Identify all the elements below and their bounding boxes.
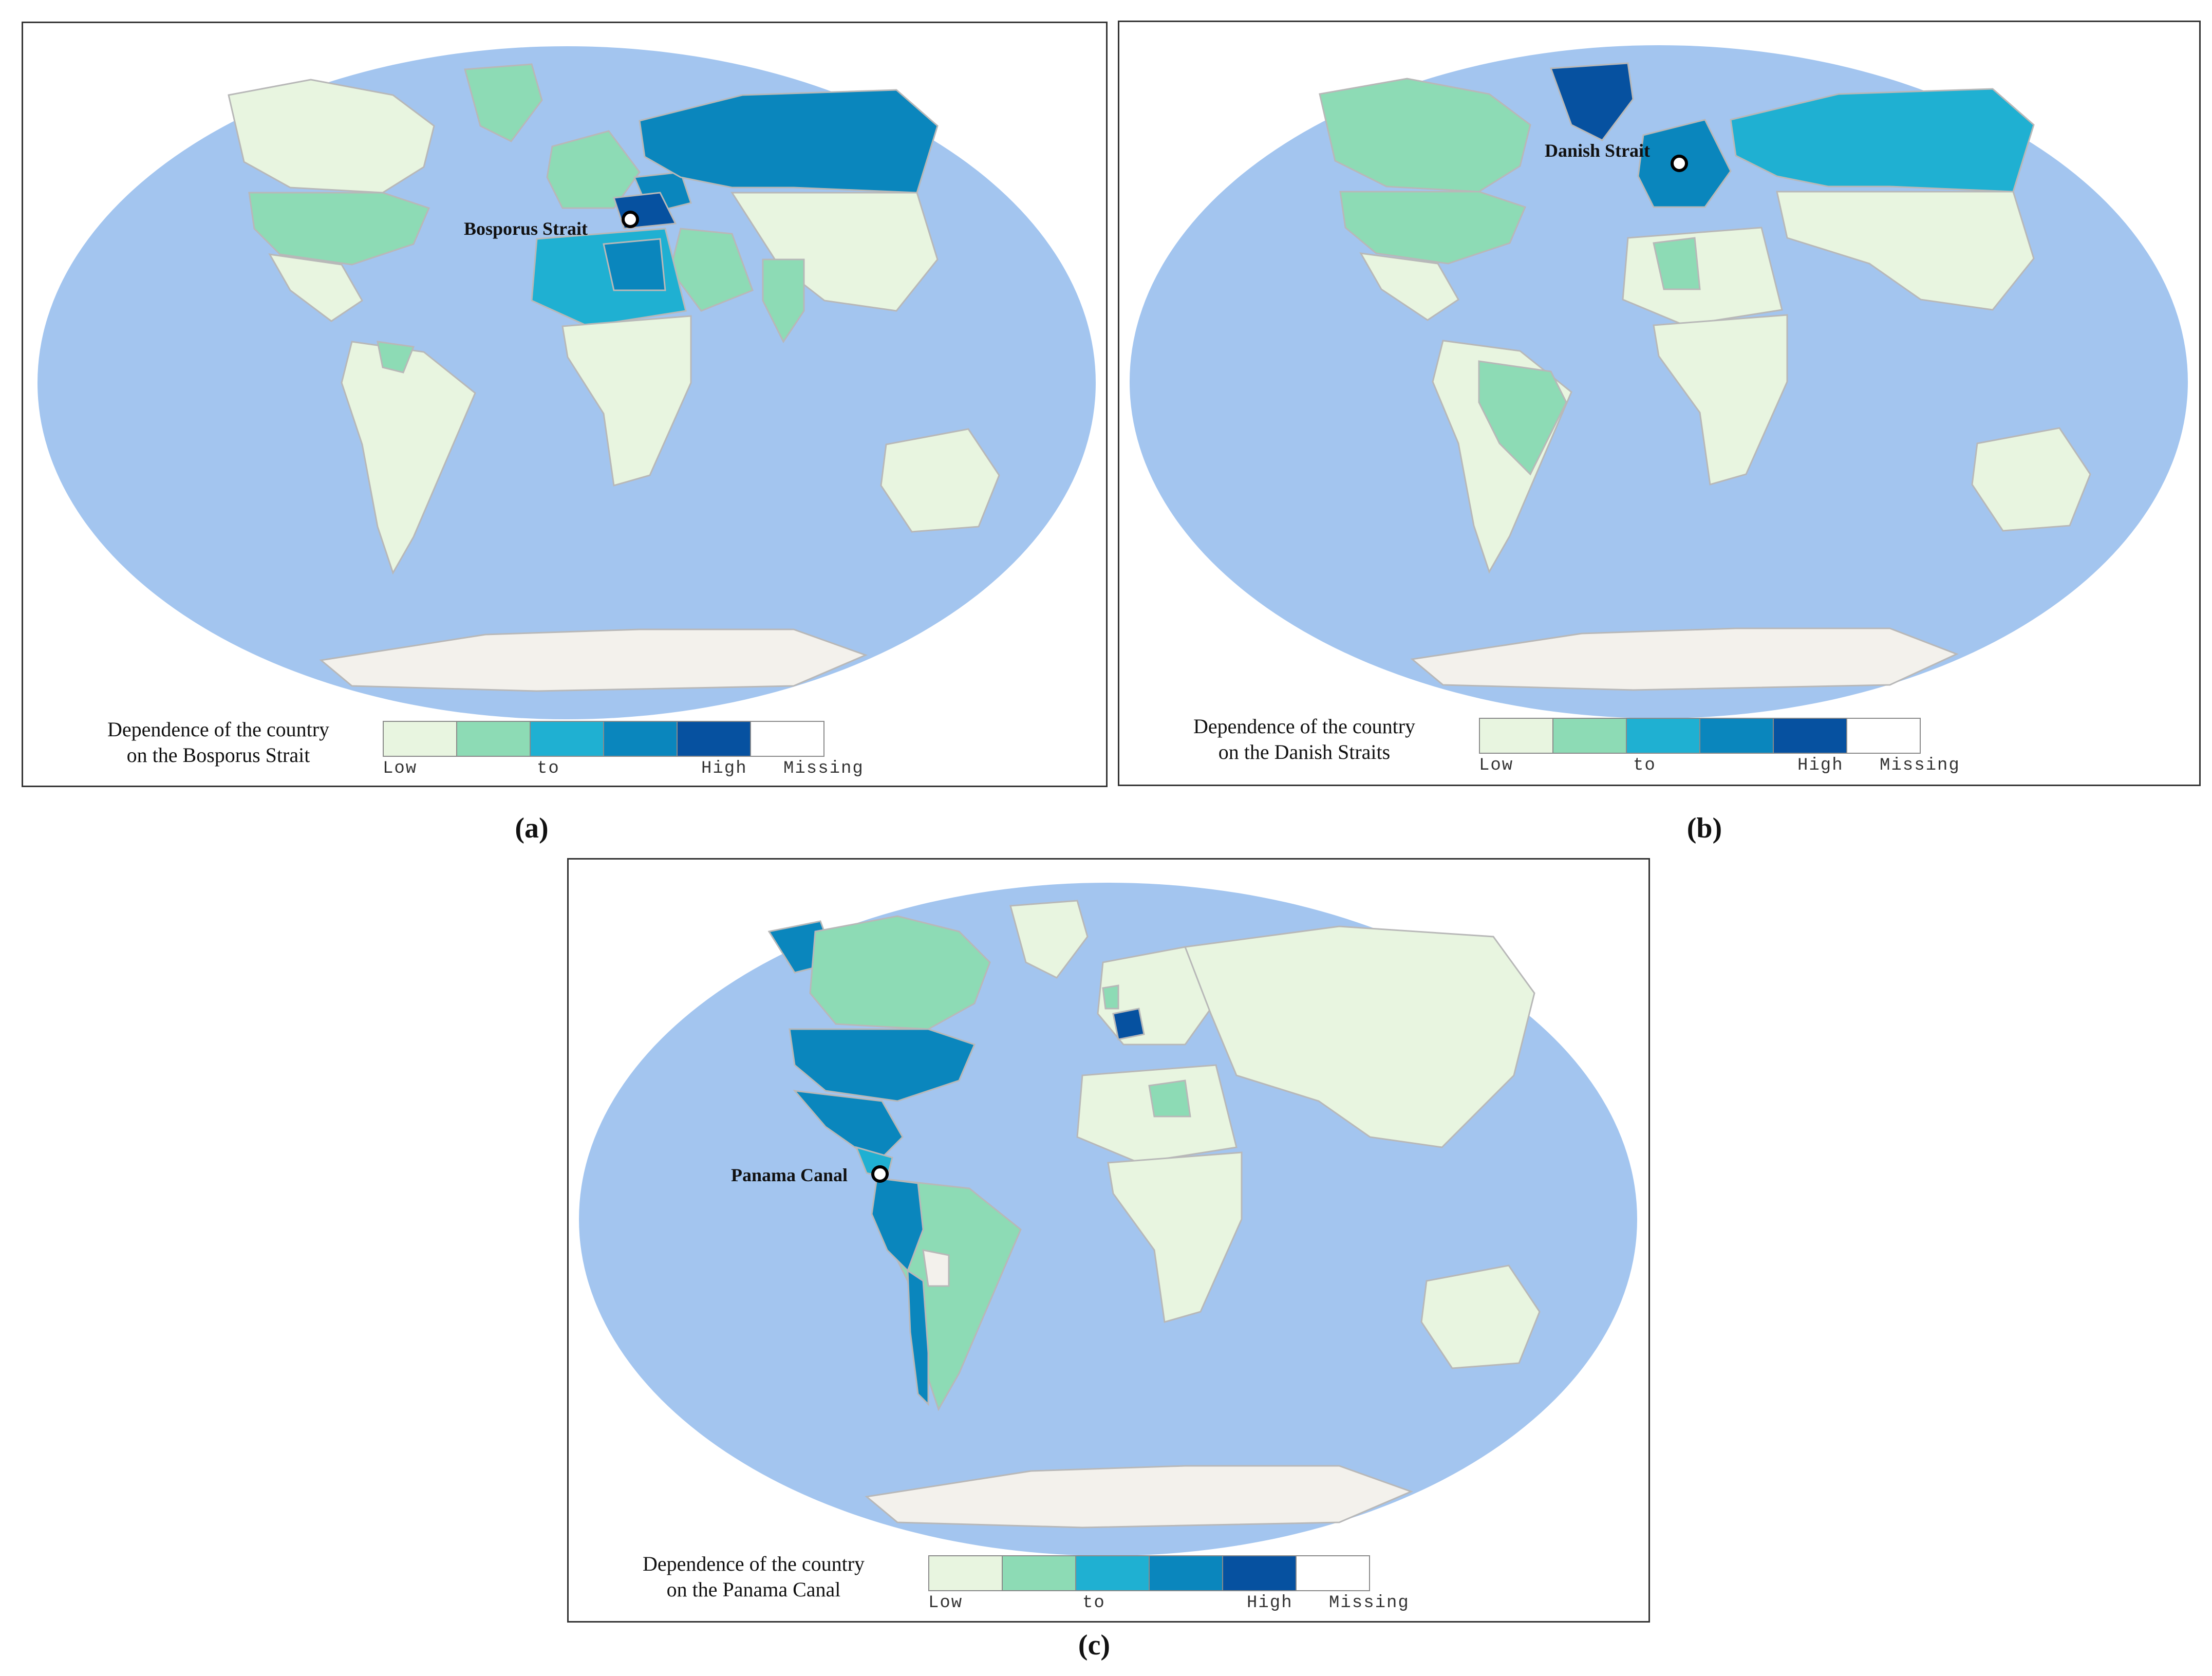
- legend-title: Dependence of the country on the Danish …: [1171, 714, 1438, 765]
- legend-swatch-4: [1150, 1556, 1223, 1590]
- legend-swatch-1: [929, 1556, 1003, 1590]
- legend-swatch-3: [1076, 1556, 1150, 1590]
- country-brazil: [1478, 360, 1567, 476]
- antarctica: [1410, 627, 1959, 691]
- legend-low-label: Low: [1479, 756, 1514, 775]
- country-chile: [907, 1269, 929, 1406]
- legend-missing-label: Missing: [783, 759, 864, 778]
- country-venezuela: [377, 341, 415, 374]
- legend-swatch-4: [1700, 719, 1774, 753]
- legend-missing-label: Missing: [1329, 1593, 1410, 1613]
- country-australia: [880, 428, 1000, 533]
- country-france: [1112, 1008, 1145, 1040]
- legend-title-line2: on the Danish Straits: [1218, 740, 1391, 763]
- legend-swatch-3: [531, 722, 604, 756]
- country-usa: [248, 192, 430, 266]
- legend-swatch-2: [457, 722, 531, 756]
- legend-title: Dependence of the country on the Bosporu…: [85, 717, 352, 768]
- country-india: [762, 258, 805, 343]
- caption-c: (c): [1078, 1629, 1111, 1661]
- legend-high-label: High: [1797, 756, 1844, 775]
- country-libya: [1148, 1079, 1191, 1118]
- location-label: Danish Strait: [1545, 140, 1650, 161]
- legend-swatch-4: [604, 722, 678, 756]
- legend-swatch-missing: [1297, 1556, 1369, 1590]
- strait-marker: [622, 211, 639, 228]
- legend-swatch-5: [1774, 719, 1847, 753]
- legend-high-label: High: [701, 759, 747, 778]
- legend-title-line1: Dependence of the country: [107, 718, 330, 741]
- strait-marker: [1671, 155, 1688, 172]
- legend-low-label: Low: [383, 759, 418, 778]
- panel-a: Bosporus Strait Dependence of the countr…: [22, 22, 1108, 787]
- legend-title-line2: on the Bosporus Strait: [126, 743, 310, 767]
- legend-swatch-5: [678, 722, 751, 756]
- country-canada: [1319, 78, 1531, 193]
- country-europe-west: [546, 130, 641, 209]
- legend-mid-label: to: [1082, 1593, 1105, 1613]
- country-mexico: [268, 253, 363, 322]
- legend-swatch-missing: [751, 722, 823, 756]
- antarctica: [865, 1465, 1414, 1529]
- world-map-b: Danish Strait: [1130, 45, 2188, 718]
- caption-a: (a): [515, 812, 549, 844]
- world-map-a: Bosporus Strait: [38, 46, 1096, 719]
- country-uk: [1102, 984, 1119, 1010]
- country-usa: [1339, 191, 1527, 265]
- country-africa-south: [1653, 314, 1788, 486]
- country-libya-egypt: [603, 238, 666, 291]
- legend-high-label: High: [1247, 1593, 1293, 1613]
- legend-swatch-2: [1003, 1556, 1076, 1590]
- country-greenland: [464, 63, 543, 142]
- legend-title-line1: Dependence of the country: [642, 1552, 865, 1575]
- country-mexico: [793, 1090, 904, 1164]
- legend-mid-label: to: [537, 759, 560, 778]
- country-mexico: [1359, 252, 1459, 321]
- country-australia: [1420, 1264, 1541, 1369]
- canal-marker: [871, 1165, 889, 1183]
- country-africa-south: [1107, 1151, 1243, 1323]
- country-russia-asia: [1184, 925, 1535, 1148]
- country-asia-east: [1776, 191, 2035, 311]
- legend-color-bar: [928, 1555, 1370, 1591]
- panel-c: Panama Canal Dependence of the country o…: [567, 858, 1650, 1623]
- country-africa-south: [561, 315, 692, 487]
- country-usa: [789, 1028, 976, 1102]
- legend-swatch-2: [1553, 719, 1627, 753]
- country-south-america: [341, 341, 476, 575]
- country-russia: [1730, 88, 2035, 193]
- legend-swatch-missing: [1847, 719, 1920, 753]
- legend-title: Dependence of the country on the Panama …: [620, 1551, 887, 1603]
- legend-title-line1: Dependence of the country: [1193, 715, 1416, 738]
- legend-swatch-1: [1480, 719, 1553, 753]
- caption-b: (b): [1686, 812, 1722, 844]
- country-algeria: [1653, 237, 1701, 290]
- location-label: Bosporus Strait: [464, 218, 588, 239]
- country-canada: [809, 915, 991, 1030]
- world-map-c: Panama Canal: [579, 883, 1637, 1556]
- country-australia: [1971, 427, 2091, 532]
- legend-title-line2: on the Panama Canal: [666, 1578, 841, 1601]
- legend-color-bar: [1479, 718, 1921, 754]
- legend-swatch-5: [1223, 1556, 1297, 1590]
- legend-mid-label: to: [1633, 756, 1656, 775]
- country-bolivia: [922, 1249, 950, 1287]
- legend-missing-label: Missing: [1880, 756, 1960, 775]
- legend-swatch-3: [1627, 719, 1700, 753]
- legend-swatch-1: [384, 722, 457, 756]
- location-label: Panama Canal: [731, 1165, 848, 1185]
- legend-low-label: Low: [928, 1593, 963, 1613]
- country-canada: [228, 79, 435, 194]
- country-greenland: [1549, 62, 1634, 141]
- country-russia: [639, 89, 939, 194]
- antarctica: [319, 628, 868, 692]
- legend-color-bar: [383, 721, 824, 757]
- country-greenland: [1009, 900, 1089, 979]
- panel-b: Danish Strait Dependence of the country …: [1118, 21, 2201, 786]
